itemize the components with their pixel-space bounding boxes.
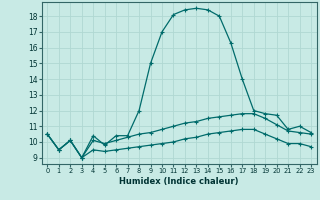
X-axis label: Humidex (Indice chaleur): Humidex (Indice chaleur) xyxy=(119,177,239,186)
